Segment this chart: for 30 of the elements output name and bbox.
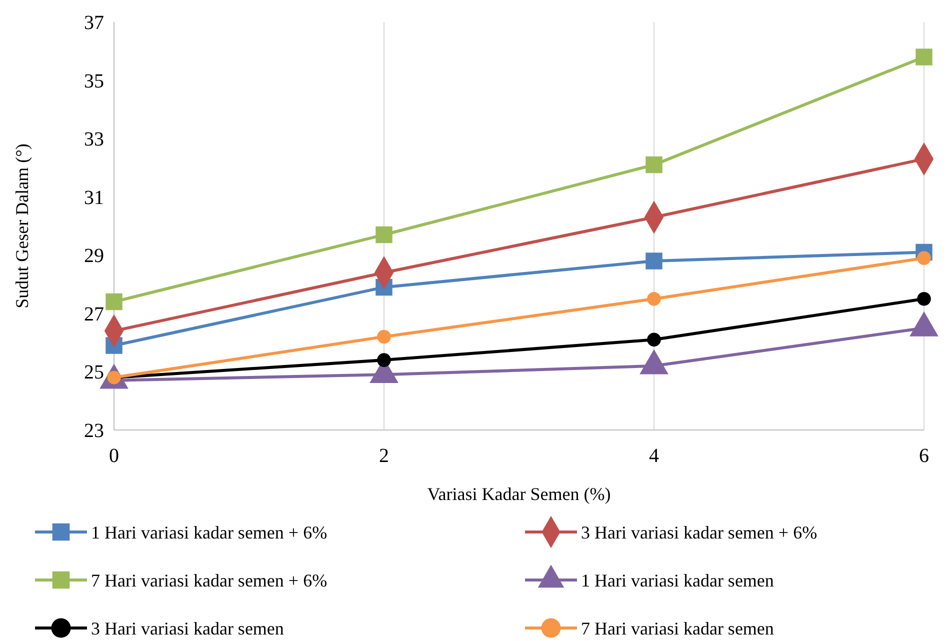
point <box>647 292 661 306</box>
legend-label: 1 Hari variasi kadar semen + 6% <box>91 522 328 542</box>
y-tick-label: 35 <box>84 70 104 92</box>
point <box>376 226 392 244</box>
point <box>916 48 932 66</box>
x-tick-label: 0 <box>109 445 119 467</box>
legend-label: 7 Hari variasi kadar semen + 6% <box>91 570 328 590</box>
x-tick-label: 2 <box>379 445 389 467</box>
y-axis-title: Sudut Geser Dalam (°) <box>12 144 32 308</box>
legend-label: 3 Hari variasi kadar semen <box>91 618 284 638</box>
legend-label: 3 Hari variasi kadar semen + 6% <box>581 522 818 542</box>
y-tick-label: 33 <box>84 128 104 151</box>
y-tick-label: 25 <box>84 362 104 384</box>
point <box>917 292 931 306</box>
legend-label: 7 Hari variasi kadar semen <box>581 618 774 638</box>
point <box>647 332 661 347</box>
x-tick-label: 6 <box>919 445 929 467</box>
point <box>646 252 662 270</box>
x-axis-title: Variasi Kadar Semen (%) <box>427 484 611 504</box>
point <box>646 156 662 174</box>
point <box>377 353 391 367</box>
point <box>106 293 122 310</box>
y-tick-label: 29 <box>84 245 104 268</box>
legend-label: 1 Hari variasi kadar semen <box>581 570 774 590</box>
y-tick-label: 27 <box>84 303 104 326</box>
x-tick-label: 4 <box>649 445 659 467</box>
y-tick-label: 23 <box>84 420 104 442</box>
y-tick-label: 37 <box>84 12 104 34</box>
y-tick-label: 31 <box>84 186 104 209</box>
point <box>377 330 391 344</box>
